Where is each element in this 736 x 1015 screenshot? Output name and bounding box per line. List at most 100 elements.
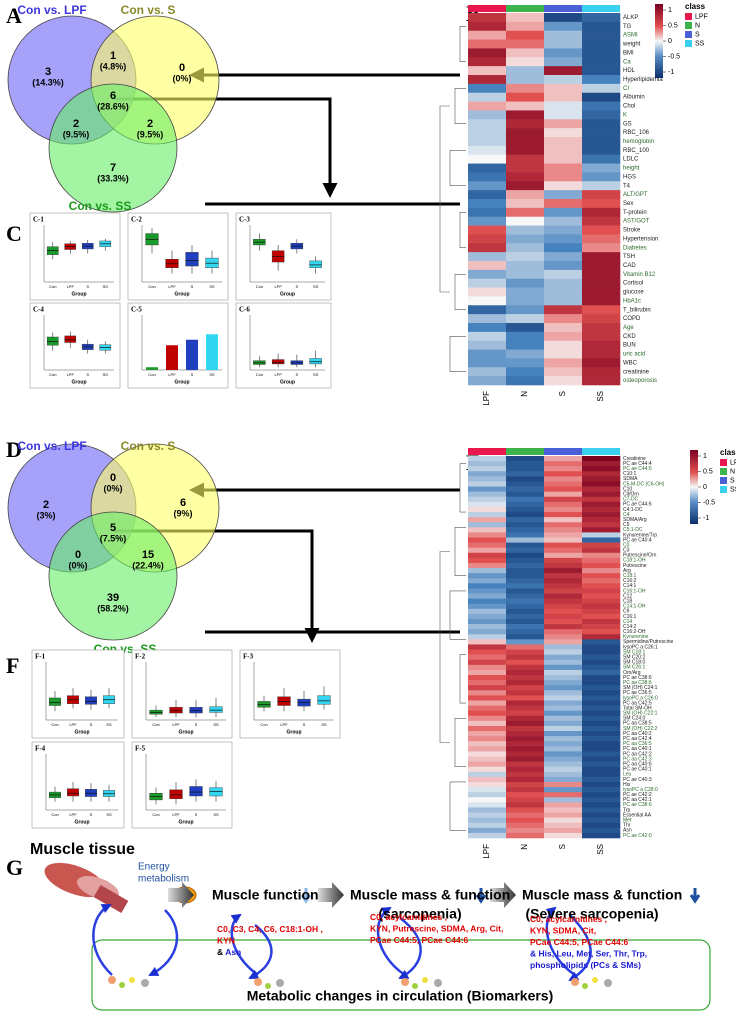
row-label: HGS: [623, 174, 636, 180]
heatmap-cell: [544, 664, 583, 671]
heatmap-cell: [506, 522, 545, 528]
venn-count: 15: [142, 549, 154, 561]
heatmap-cell: [544, 287, 583, 297]
heatmap-cell: [468, 675, 507, 681]
row-label: C5-M-DC (C6-OH): [623, 481, 665, 487]
venn-percent: (9.5%): [137, 129, 164, 139]
heatmap-cell: [582, 562, 621, 569]
venn-count: 7: [110, 162, 116, 174]
panel-label: F: [6, 653, 19, 678]
row-label: C14:1-OH: [623, 604, 646, 610]
heatmap-cell: [582, 358, 621, 368]
venn-percent: (7.5%): [100, 533, 127, 543]
heatmap-cell: [582, 817, 621, 824]
row-label: K: [623, 112, 627, 118]
heatmap-cell: [582, 225, 621, 235]
row-label: C18:1-OH: [623, 558, 646, 564]
group-label: S: [296, 284, 299, 289]
heatmap-cell: [582, 476, 621, 482]
heatmap-cell: [544, 807, 583, 813]
heatmap-cell: [544, 57, 583, 67]
chevron: [168, 882, 194, 908]
heatmap-cell: [582, 145, 621, 156]
row-label: C10:1: [623, 471, 637, 477]
box: [309, 358, 322, 365]
heatmap-cell: [544, 756, 583, 762]
heatmap-cell: [506, 137, 545, 147]
heatmap-cell: [468, 659, 507, 666]
group-label: LPF: [168, 372, 176, 377]
heatmap-cell: [506, 461, 545, 467]
heatmap-cell: [582, 741, 621, 747]
heatmap-cell: [468, 234, 507, 244]
group-label: S: [195, 812, 198, 817]
group-label: LPF: [67, 284, 75, 289]
legend-swatch: [720, 459, 727, 466]
heatmap-cell: [544, 649, 583, 655]
heatmap-cell: [544, 21, 583, 32]
column-label: N: [520, 844, 529, 850]
heatmap-cell: [506, 598, 545, 605]
heatmap-cell: [544, 766, 583, 773]
heatmap-cell: [468, 349, 507, 359]
heatmap-cell: [506, 537, 545, 543]
heatmap-cell: [544, 562, 583, 569]
heatmap-cell: [468, 269, 507, 280]
legend-label: SS: [695, 40, 705, 47]
stage-label: Muscle mass & function: [522, 887, 682, 903]
heatmap-cell: [582, 30, 621, 40]
row-label: Trp: [623, 807, 631, 813]
heatmap-cell: [468, 340, 507, 350]
group-label: Con: [152, 812, 159, 817]
heatmap-cell: [582, 552, 621, 559]
biomarker-line: C0, acylcarnitines ,: [530, 914, 607, 924]
colorbar-tick-label: -0.5: [703, 499, 715, 506]
biomarker: phospholipids (PCs & SMs): [530, 960, 641, 970]
column-label: S: [558, 844, 567, 849]
heatmap-cell: [582, 261, 621, 271]
heatmap-cell: [506, 756, 545, 762]
heatmap-cell: [544, 613, 583, 620]
box: [309, 260, 322, 268]
row-label: SDMA/Arg: [623, 517, 647, 523]
heatmap-cell: [468, 522, 507, 528]
heatmap-cell: [544, 695, 583, 701]
heatmap-cell: [468, 30, 507, 40]
heatmap-cell: [582, 517, 621, 523]
heatmap-cell: [468, 314, 507, 324]
heatmap-cell: [506, 776, 545, 783]
heatmap-cell: [582, 506, 621, 513]
heatmap-cell: [468, 75, 507, 85]
heatmap-cell: [582, 83, 621, 94]
heatmap-cell: [506, 296, 545, 306]
heatmap-cell: [544, 305, 583, 315]
row-label: His: [623, 782, 631, 788]
heatmap-cell: [468, 496, 507, 503]
row-label: Arg: [623, 568, 631, 574]
panel-label: A: [6, 3, 22, 28]
heatmap-cell: [506, 207, 545, 218]
row-label: SM (OH) C22:1: [623, 711, 658, 717]
metabolite-dots: [108, 976, 612, 989]
venn-percent: (9.5%): [63, 129, 90, 139]
heatmap-cell: [506, 101, 545, 111]
group-label: Con: [51, 722, 58, 727]
legend-swatch: [720, 486, 727, 493]
group-label: S: [191, 284, 194, 289]
heatmap-cell: [544, 654, 583, 661]
heatmap-cell: [544, 145, 583, 156]
heatmap-cell: [468, 751, 507, 757]
heatmap-cell: [582, 287, 621, 297]
heatmap-cell: [468, 101, 507, 111]
heatmap-cell: [468, 700, 507, 706]
venn-percent: (33.3%): [97, 173, 129, 183]
heatmap-cell: [582, 461, 621, 467]
heatmap-cell: [582, 634, 621, 640]
heatmap-cell: [582, 340, 621, 350]
heatmap-cell: [506, 512, 545, 518]
bar: [206, 334, 218, 370]
row-label: hemoglobin: [623, 139, 654, 145]
chevron: [490, 882, 516, 908]
